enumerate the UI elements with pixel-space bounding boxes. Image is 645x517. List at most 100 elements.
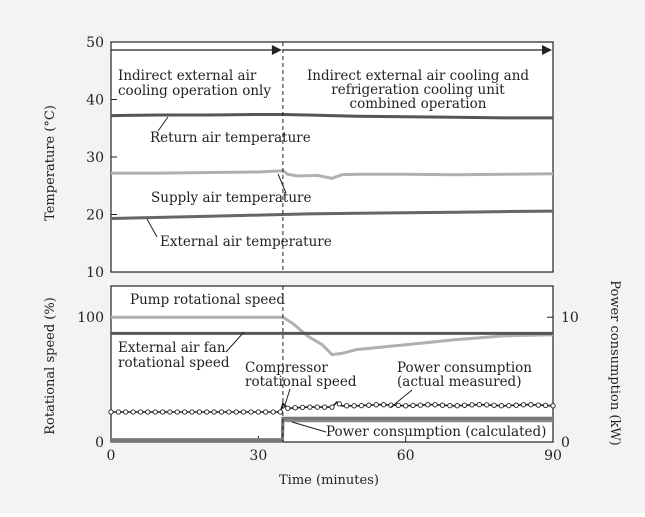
supply-air-leader: [277, 173, 287, 194]
phase2-label-line3: combined operation: [350, 96, 487, 112]
x-tick-label: 90: [544, 448, 562, 464]
y-axis-title-rotational: Rotational speed (%): [43, 297, 58, 435]
phase2-label-line2: refrigeration cooling unit: [331, 82, 505, 98]
y-tick-label: 40: [86, 93, 104, 109]
power-measured-label-line1: Power consumption: [397, 360, 532, 376]
power-measured-point: [447, 402, 453, 409]
power-measured-point: [137, 409, 144, 415]
external-air-label: External air temperature: [160, 234, 332, 250]
phase2-label-line1: Indirect external air cooling and: [307, 68, 529, 84]
power-measured-point: [248, 409, 254, 415]
power-measured-point: [233, 409, 239, 415]
power-measured-point: [358, 402, 365, 409]
compressor-label-line1: Compressor: [245, 360, 328, 376]
pump-speed-label: Pump rotational speed: [130, 292, 285, 308]
power-measured-point: [270, 409, 276, 415]
power-measured-point: [410, 402, 416, 409]
series-line-external-air: [110, 209, 554, 220]
power-measured-point: [454, 403, 460, 409]
power-measured-point: [528, 402, 534, 408]
series-line-return-air: [110, 113, 553, 120]
temperature-plot-area: [110, 41, 554, 273]
power-measured-point: [520, 402, 527, 408]
power-measured-point: [204, 409, 210, 415]
power-measured-point: [425, 402, 431, 408]
temperature-panel: 10 20 30 40 50: [86, 35, 554, 281]
power-measured-point: [484, 402, 490, 408]
y-tick-label: 100: [77, 310, 104, 326]
power-measured-point: [226, 409, 232, 415]
power-measured-point: [513, 402, 519, 408]
power-measured-point: [329, 404, 335, 410]
x-tick-label: 0: [107, 448, 116, 464]
power-measured-point: [108, 409, 114, 415]
y-tick-label: 50: [86, 35, 104, 51]
series-line-pump-speed: [111, 315, 554, 357]
power-calculated-leader: [291, 421, 327, 433]
power-measured-point: [321, 404, 328, 410]
x-tick-label: 30: [249, 448, 267, 464]
power-measured-point: [123, 409, 129, 415]
power-measured-point: [299, 404, 306, 411]
phase1-label-line1: Indirect external air: [118, 68, 257, 84]
power-measured-point: [417, 402, 424, 408]
power-calculated-label: Power consumption (calculated): [326, 424, 546, 440]
power-measured-point: [159, 409, 166, 415]
series-line-supply-air: [111, 169, 554, 180]
power-measured-point: [344, 403, 350, 409]
x-axis-title: Time (minutes): [279, 473, 379, 488]
power-measured-point: [336, 401, 343, 407]
x-tick-label: 60: [397, 448, 415, 464]
power-measured-point: [395, 402, 401, 409]
power-measured-point: [152, 409, 158, 415]
power-measured-point: [542, 402, 549, 409]
rotational-plot-area: [110, 285, 554, 443]
y-axis-title-temperature: Temperature (°C): [43, 105, 58, 221]
power-measured-point: [351, 403, 357, 409]
power-measured-point: [550, 403, 556, 409]
power-measured-point: [240, 409, 247, 415]
power-measured-point: [145, 409, 151, 415]
y-right-tick-label: 10: [561, 310, 579, 326]
y-right-tick-label: 0: [561, 435, 570, 451]
supply-air-label: Supply air temperature: [151, 190, 311, 206]
y-tick-label: 30: [86, 150, 104, 166]
power-measured-leader: [389, 389, 413, 409]
fan-speed-label-line1: External air fan: [118, 340, 226, 356]
power-measured-point: [506, 402, 512, 409]
power-measured-point: [498, 403, 505, 409]
compressor-leader: [283, 388, 291, 409]
power-measured-point: [439, 402, 446, 408]
compressor-label-line2: rotational speed: [245, 374, 357, 390]
power-measured-point: [469, 402, 475, 408]
power-measured-point: [189, 409, 195, 415]
power-measured-point: [263, 409, 269, 415]
power-measured-point: [285, 405, 291, 411]
fan-speed-label-line2: rotational speed: [118, 355, 230, 371]
power-measured-point: [476, 401, 482, 408]
power-measured-point: [461, 402, 468, 408]
power-measured-point: [182, 409, 188, 415]
power-measured-label-line2: (actual measured): [397, 374, 521, 390]
power-measured-point: [277, 409, 284, 415]
return-air-label: Return air temperature: [150, 130, 311, 146]
power-measured-point: [432, 402, 438, 408]
power-measured-point: [167, 409, 173, 415]
y-tick-label: 0: [95, 435, 104, 451]
external-air-leader: [146, 218, 158, 238]
power-measured-point: [130, 409, 136, 415]
phase1-label-line2: cooling operation only: [118, 83, 271, 99]
y-axis-title-power: Power consumption (kW): [607, 280, 622, 445]
power-measured-point: [218, 409, 225, 415]
power-measured-point: [314, 404, 320, 410]
y-tick-label: 20: [86, 208, 104, 224]
power-measured-point: [255, 409, 261, 415]
power-measured-point: [174, 409, 180, 415]
return-air-leader: [157, 116, 169, 132]
power-measured-point: [211, 409, 217, 415]
y-tick-label: 10: [86, 265, 104, 281]
power-measured-point: [403, 403, 409, 409]
